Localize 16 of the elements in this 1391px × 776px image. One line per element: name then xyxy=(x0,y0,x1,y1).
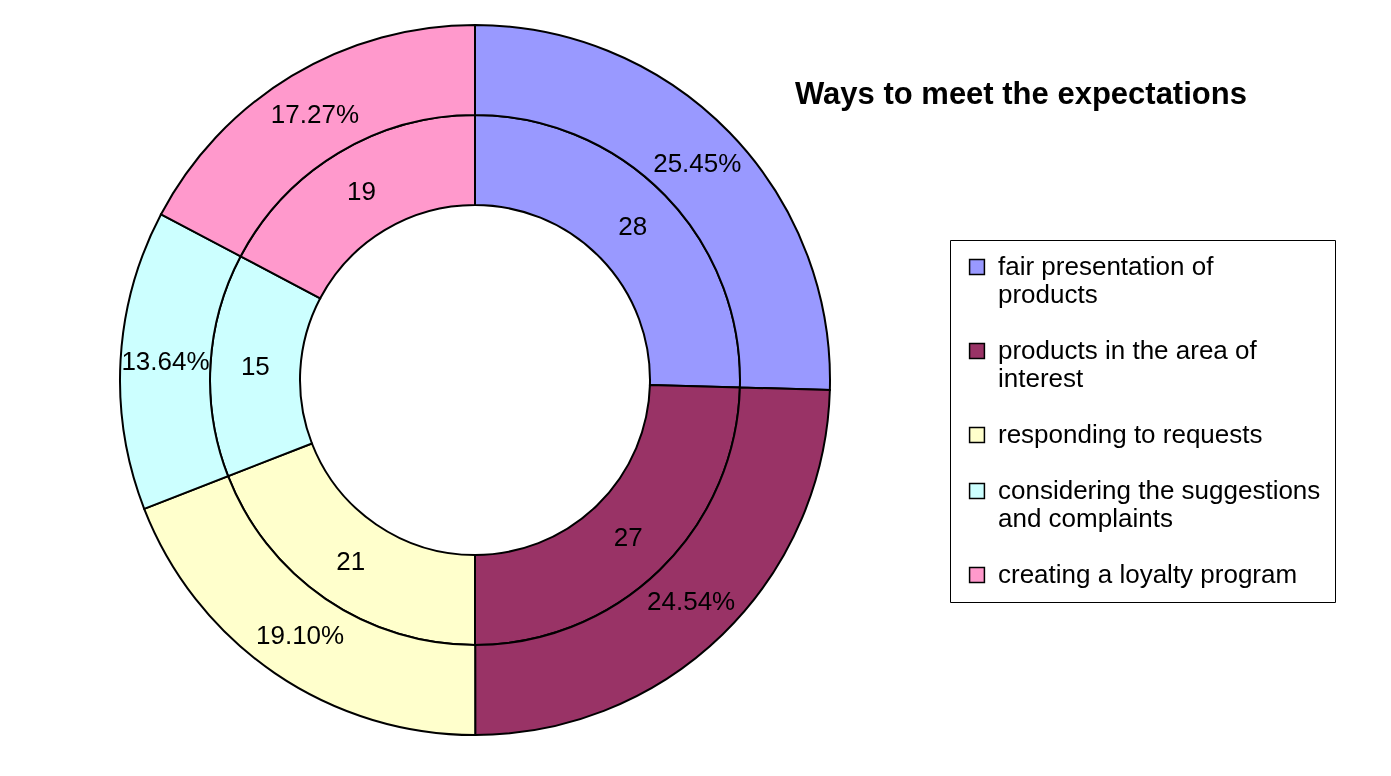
data-label: 17.27% xyxy=(270,98,360,129)
legend-label: responding to requests xyxy=(998,419,1263,449)
data-label: 28 xyxy=(618,210,648,241)
data-label: 13.64% xyxy=(121,346,210,377)
data-label: 15 xyxy=(240,351,270,382)
data-label: 19 xyxy=(346,175,376,206)
data-label: 21 xyxy=(336,545,366,576)
legend-label: products in the area of interest xyxy=(998,335,1258,393)
data-label: 25.45% xyxy=(653,147,742,178)
legend-label: considering the suggestions and complaints xyxy=(998,475,1321,533)
data-label: 27 xyxy=(613,521,643,552)
text: Ways to meet the expectations xyxy=(795,76,1247,111)
data-label: 19.10% xyxy=(256,619,345,650)
legend-label: creating a loyalty program xyxy=(998,559,1298,589)
legend-label: fair presentation of products xyxy=(998,251,1215,309)
data-label: 24.54% xyxy=(647,586,736,617)
